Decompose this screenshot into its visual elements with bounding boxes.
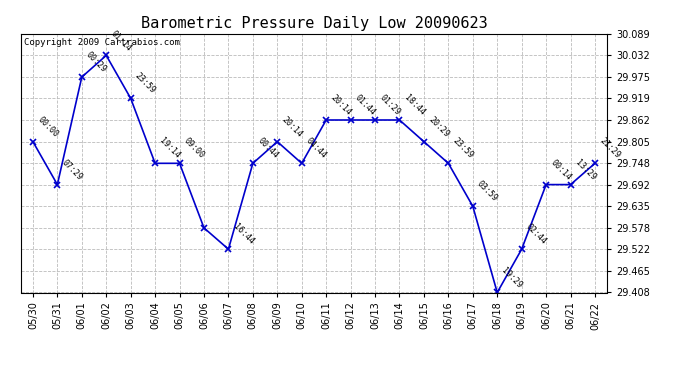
Text: 00:00: 00:00 [36, 115, 60, 139]
Text: 20:14: 20:14 [329, 93, 353, 117]
Text: 01:44: 01:44 [353, 93, 377, 117]
Text: 19:14: 19:14 [158, 136, 182, 160]
Text: 18:44: 18:44 [402, 93, 426, 117]
Text: 07:29: 07:29 [60, 158, 84, 182]
Text: 21:29: 21:29 [598, 136, 622, 160]
Text: Copyright 2009 Cartrabios.com: Copyright 2009 Cartrabios.com [23, 38, 179, 46]
Text: 16:44: 16:44 [231, 222, 255, 246]
Text: 20:29: 20:29 [426, 115, 451, 139]
Text: 04:44: 04:44 [304, 136, 328, 160]
Text: 13:29: 13:29 [573, 158, 598, 182]
Text: 09:00: 09:00 [182, 136, 206, 160]
Text: 01:14: 01:14 [109, 28, 133, 53]
Text: 02:44: 02:44 [524, 222, 549, 246]
Text: 01:29: 01:29 [378, 93, 402, 117]
Text: 00:14: 00:14 [549, 158, 573, 182]
Text: 19:29: 19:29 [500, 266, 524, 290]
Text: 00:44: 00:44 [255, 136, 279, 160]
Text: 20:14: 20:14 [280, 115, 304, 139]
Text: 23:59: 23:59 [451, 136, 475, 160]
Title: Barometric Pressure Daily Low 20090623: Barometric Pressure Daily Low 20090623 [141, 16, 487, 31]
Text: 00:29: 00:29 [85, 50, 108, 74]
Text: 23:59: 23:59 [133, 72, 157, 96]
Text: 03:59: 03:59 [475, 179, 500, 204]
